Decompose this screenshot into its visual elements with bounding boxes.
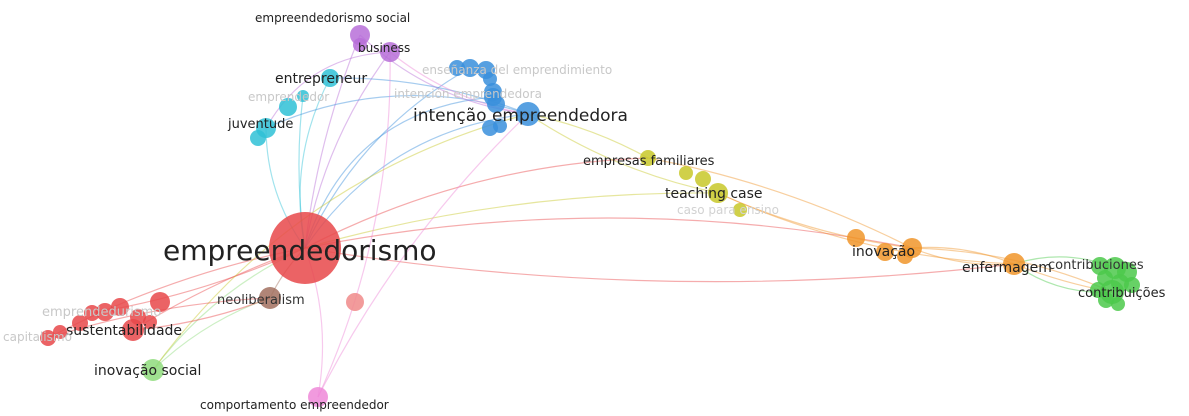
label-juventude[interactable]: juventude [227,117,293,132]
edge-intencao-teaching-case [527,113,719,194]
label-inovacao[interactable]: inovação [852,244,915,260]
network-labels: empreendedorismo neoliberalism sustentabil… [3,11,1166,412]
label-contribuicoes[interactable]: contribuições [1078,286,1166,301]
label-empreendedorismo-social[interactable]: empreendedorismo social [255,11,410,25]
node-neoliberalism[interactable] [259,287,281,309]
cluster-node[interactable] [143,315,157,329]
label-contribuciones[interactable]: contribuciones [1048,258,1144,273]
cluster-node[interactable] [279,98,297,116]
label-empreendedurismo[interactable]: emprendedurismo [42,305,161,320]
node-capitalismo[interactable] [40,330,56,346]
node-contribuicoes[interactable] [1100,280,1124,304]
cluster-node[interactable] [346,293,364,311]
node-entrepreneur[interactable] [321,69,339,87]
node-empresas-familiares[interactable] [640,150,656,166]
node-intencao[interactable] [516,102,540,126]
label-emprendedor[interactable]: emprendedor [248,90,329,104]
edge-empreendedorismo-social-intencao [359,34,529,115]
label-teaching-case[interactable]: teaching case [665,186,763,202]
node-caso-para-ensino[interactable] [733,203,747,217]
node-empreendedorismo-social[interactable] [350,25,370,45]
edge-inovacao-social-neoliberalism [152,297,271,371]
cluster-node[interactable] [96,303,114,321]
edge-empreendedorismo-empresas-familiares [304,157,649,249]
node-inovacao-social[interactable] [142,359,164,381]
label-enfermagem[interactable]: enfermagem [962,260,1052,276]
node-enfermagem[interactable] [1003,253,1025,275]
cluster-node[interactable] [53,325,67,339]
label-comportamento-empreendedor[interactable]: comportamento empreendedor [200,398,389,412]
label-inovacao-social[interactable]: inovação social [94,363,201,379]
cluster-node[interactable] [150,292,170,312]
cluster-node[interactable] [876,243,894,261]
label-empresas-familiares[interactable]: empresas familiares [583,154,715,169]
cluster-node[interactable] [695,171,711,187]
node-juventude[interactable] [256,118,276,138]
node-empreendedorismo[interactable] [269,212,341,284]
node-comportamento-empreendedor[interactable] [308,387,328,407]
cluster-node[interactable] [1124,277,1140,293]
edge-intencao-empresas-familiares [527,113,649,159]
label-neoliberalism[interactable]: neoliberalism [217,293,305,308]
cluster-node[interactable] [483,72,497,86]
network-edges [47,34,1116,398]
cluster-node[interactable] [449,60,465,76]
node-emprendedor[interactable] [297,90,309,102]
node-contribuciones[interactable] [1104,257,1126,279]
node-intencion[interactable] [484,88,502,106]
edge-empreendedorismo-inovacao [304,217,913,249]
node-business[interactable] [380,42,400,62]
label-sustentabilidade[interactable]: sustentabilidade [66,323,182,339]
cluster-node[interactable] [111,298,129,316]
node-teaching-case[interactable] [708,183,728,203]
label-business[interactable]: business [358,41,410,55]
edge-empreendedorismo-enfermagem [304,247,1015,283]
edge-inovacao-enfermagem [911,247,1015,266]
cluster-node[interactable] [847,229,865,247]
label-caso-para-ensino[interactable]: caso para ensino [677,203,779,217]
node-ensenanza[interactable] [461,59,479,77]
cluster-node[interactable] [493,119,507,133]
edge-inovacao-enfermagem [911,246,1015,265]
edge-inovacao-social-intencao [152,113,529,371]
label-entrepreneur[interactable]: entrepreneur [275,71,367,87]
node-empreendedurismo[interactable] [84,305,100,321]
label-ensenanza[interactable]: enseñanza del emprendimiento [422,63,612,77]
label-empreendedorismo[interactable]: empreendedorismo [163,234,437,267]
label-intencao[interactable]: intenção empreendedora [413,106,628,126]
cluster-node[interactable] [72,315,88,331]
edge-business-intencao [389,51,529,115]
node-sustentabilidade[interactable] [122,319,144,341]
label-capitalismo[interactable]: capitalismo [3,330,72,344]
edge-comportamento-empreendedor-business [317,51,391,398]
edge-empresas-familiares-inovacao [647,157,913,249]
node-inovacao[interactable] [902,238,922,258]
network-nodes [40,25,1140,407]
edge-juventude-business [265,51,391,129]
edge-comportamento-empreendedor-intencao [317,113,529,398]
edge-empreendedorismo-teaching-case [304,192,719,249]
label-intencion[interactable]: intención emprendedora [394,87,542,101]
cluster-node[interactable] [679,166,693,180]
